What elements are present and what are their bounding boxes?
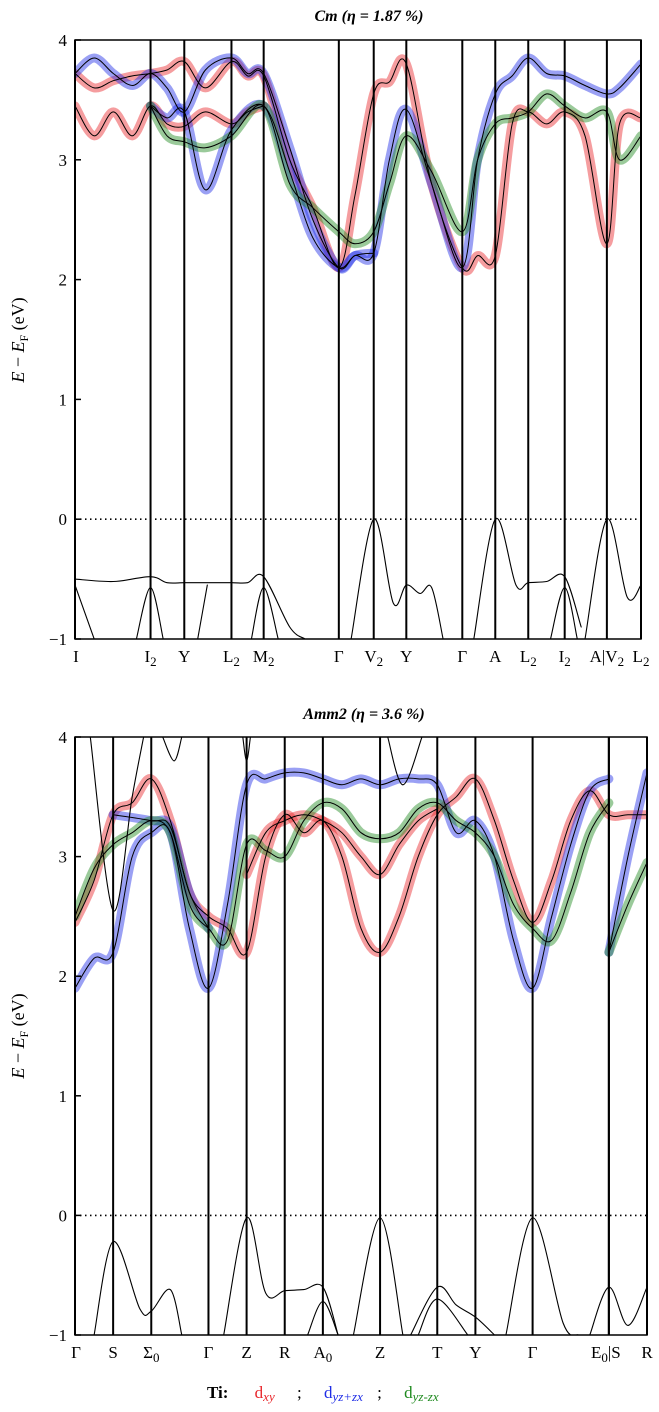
band-line-17 xyxy=(505,1217,579,1335)
amm2-panel-title: Amm2 (η = 3.6 %) xyxy=(302,706,424,723)
legend-dxy: d xyxy=(255,1383,264,1402)
y-tick-label: 4 xyxy=(59,31,68,50)
kpoint-label-12: |S xyxy=(608,1343,621,1362)
kpoint-label-6: V2 xyxy=(364,647,383,669)
kpoint-label-2: Σ0 xyxy=(143,1343,159,1365)
legend-dyzpzx: d xyxy=(324,1383,333,1402)
kpoint-label-0: Γ xyxy=(71,1343,81,1362)
band-core-line-2 xyxy=(75,57,641,270)
kpoint-label-5: Γ xyxy=(334,647,344,666)
kpoint-label-9: Y xyxy=(469,1343,481,1362)
kpoint-label-10: L2 xyxy=(520,647,537,669)
series-dyzmzx-5 xyxy=(75,797,614,950)
plot-frame xyxy=(74,736,648,1336)
y-tick-label: 2 xyxy=(59,967,68,986)
amm2-panel: Amm2 (η = 3.6 %) E − EF (eV) −1 0 1 2 3 4 Γ S Σ0… xyxy=(8,706,653,1365)
legend-text: Ti: dxy ; dyz+zx ; dyz-zx xyxy=(207,1383,439,1405)
y-tick-label: −1 xyxy=(49,630,67,649)
legend-prefix: Ti: xyxy=(207,1383,228,1402)
band-line-10 xyxy=(350,518,444,639)
y-tick-label: 0 xyxy=(59,510,68,529)
kpoint-label-1: S xyxy=(108,1343,117,1362)
kpoint-label-7: Y xyxy=(400,647,412,666)
y-tick-label: −1 xyxy=(49,1326,67,1345)
band-line-8 xyxy=(162,737,183,762)
kpoint-label-8: T xyxy=(432,1343,443,1362)
kpoint-label-2: Y xyxy=(178,647,190,666)
kpoint-label-4: M2 xyxy=(253,647,275,669)
band-line-5 xyxy=(75,573,306,639)
kpoint-label-6: A0 xyxy=(313,1343,332,1365)
plot-area xyxy=(75,53,641,639)
y-tick-label: 1 xyxy=(59,1087,68,1106)
kpoint-label-13: R xyxy=(641,1343,653,1362)
band-line-10 xyxy=(387,737,423,786)
band-line-6 xyxy=(75,584,95,639)
legend-dyzmzx: d xyxy=(404,1383,413,1402)
band-core-line-1 xyxy=(246,808,438,876)
y-tick-label: 3 xyxy=(59,151,68,170)
cm-panel: Cm (η = 1.87 %) E − EF (eV) −1 0 1 2 3 4 I I2 Y L… xyxy=(8,8,649,669)
band-core-line-3 xyxy=(112,814,209,929)
band-line-7 xyxy=(89,737,145,912)
y-tick-label: 1 xyxy=(59,390,68,409)
band-line-12 xyxy=(223,1217,339,1335)
y-tick-label: 3 xyxy=(59,848,68,867)
plot-frame xyxy=(74,39,642,640)
amm2-y-axis-label: E − EF (eV) xyxy=(8,993,31,1079)
band-line-11 xyxy=(93,1241,183,1335)
kpoint-label-4: Z xyxy=(241,1343,251,1362)
kpoint-label-3: L2 xyxy=(223,647,240,669)
plot-area xyxy=(75,737,647,1335)
kpoint-label-7: Z xyxy=(375,1343,385,1362)
kpoint-label-11: E0 xyxy=(591,1343,608,1365)
kpoint-label-1: I2 xyxy=(144,647,156,669)
kpoint-label-0: I xyxy=(73,647,79,666)
y-tick-label: 4 xyxy=(59,728,68,747)
kpoint-label-3: Γ xyxy=(204,1343,214,1362)
kpoint-label-13: L2 xyxy=(633,647,650,669)
band-line-14 xyxy=(352,1217,404,1335)
band-line-13 xyxy=(584,518,641,639)
orbital-legend: Ti: dxy ; dyz+zx ; dyz-zx xyxy=(207,1383,439,1405)
kpoint-label-5: R xyxy=(279,1343,291,1362)
band-line-15 xyxy=(410,1285,496,1335)
cm-y-axis-label: E − EF (eV) xyxy=(8,297,31,383)
band-core-line-4 xyxy=(608,772,647,953)
cm-panel-title: Cm (η = 1.87 %) xyxy=(314,8,423,25)
kpoint-label-9: A xyxy=(489,647,502,666)
band-line-18 xyxy=(589,1286,647,1335)
band-core-line-0 xyxy=(75,777,647,956)
kpoint-label-10: Γ xyxy=(528,1343,538,1362)
y-tick-label: 2 xyxy=(59,271,68,290)
kpoint-label-12: A|V2 xyxy=(590,647,624,669)
kpoint-label-8: Γ xyxy=(457,647,467,666)
band-line-8 xyxy=(197,584,208,639)
kpoint-label-11: I2 xyxy=(559,647,571,669)
band-core-line-5 xyxy=(75,801,610,946)
y-tick-label: 0 xyxy=(59,1206,68,1225)
band-core-line-6 xyxy=(608,862,647,953)
